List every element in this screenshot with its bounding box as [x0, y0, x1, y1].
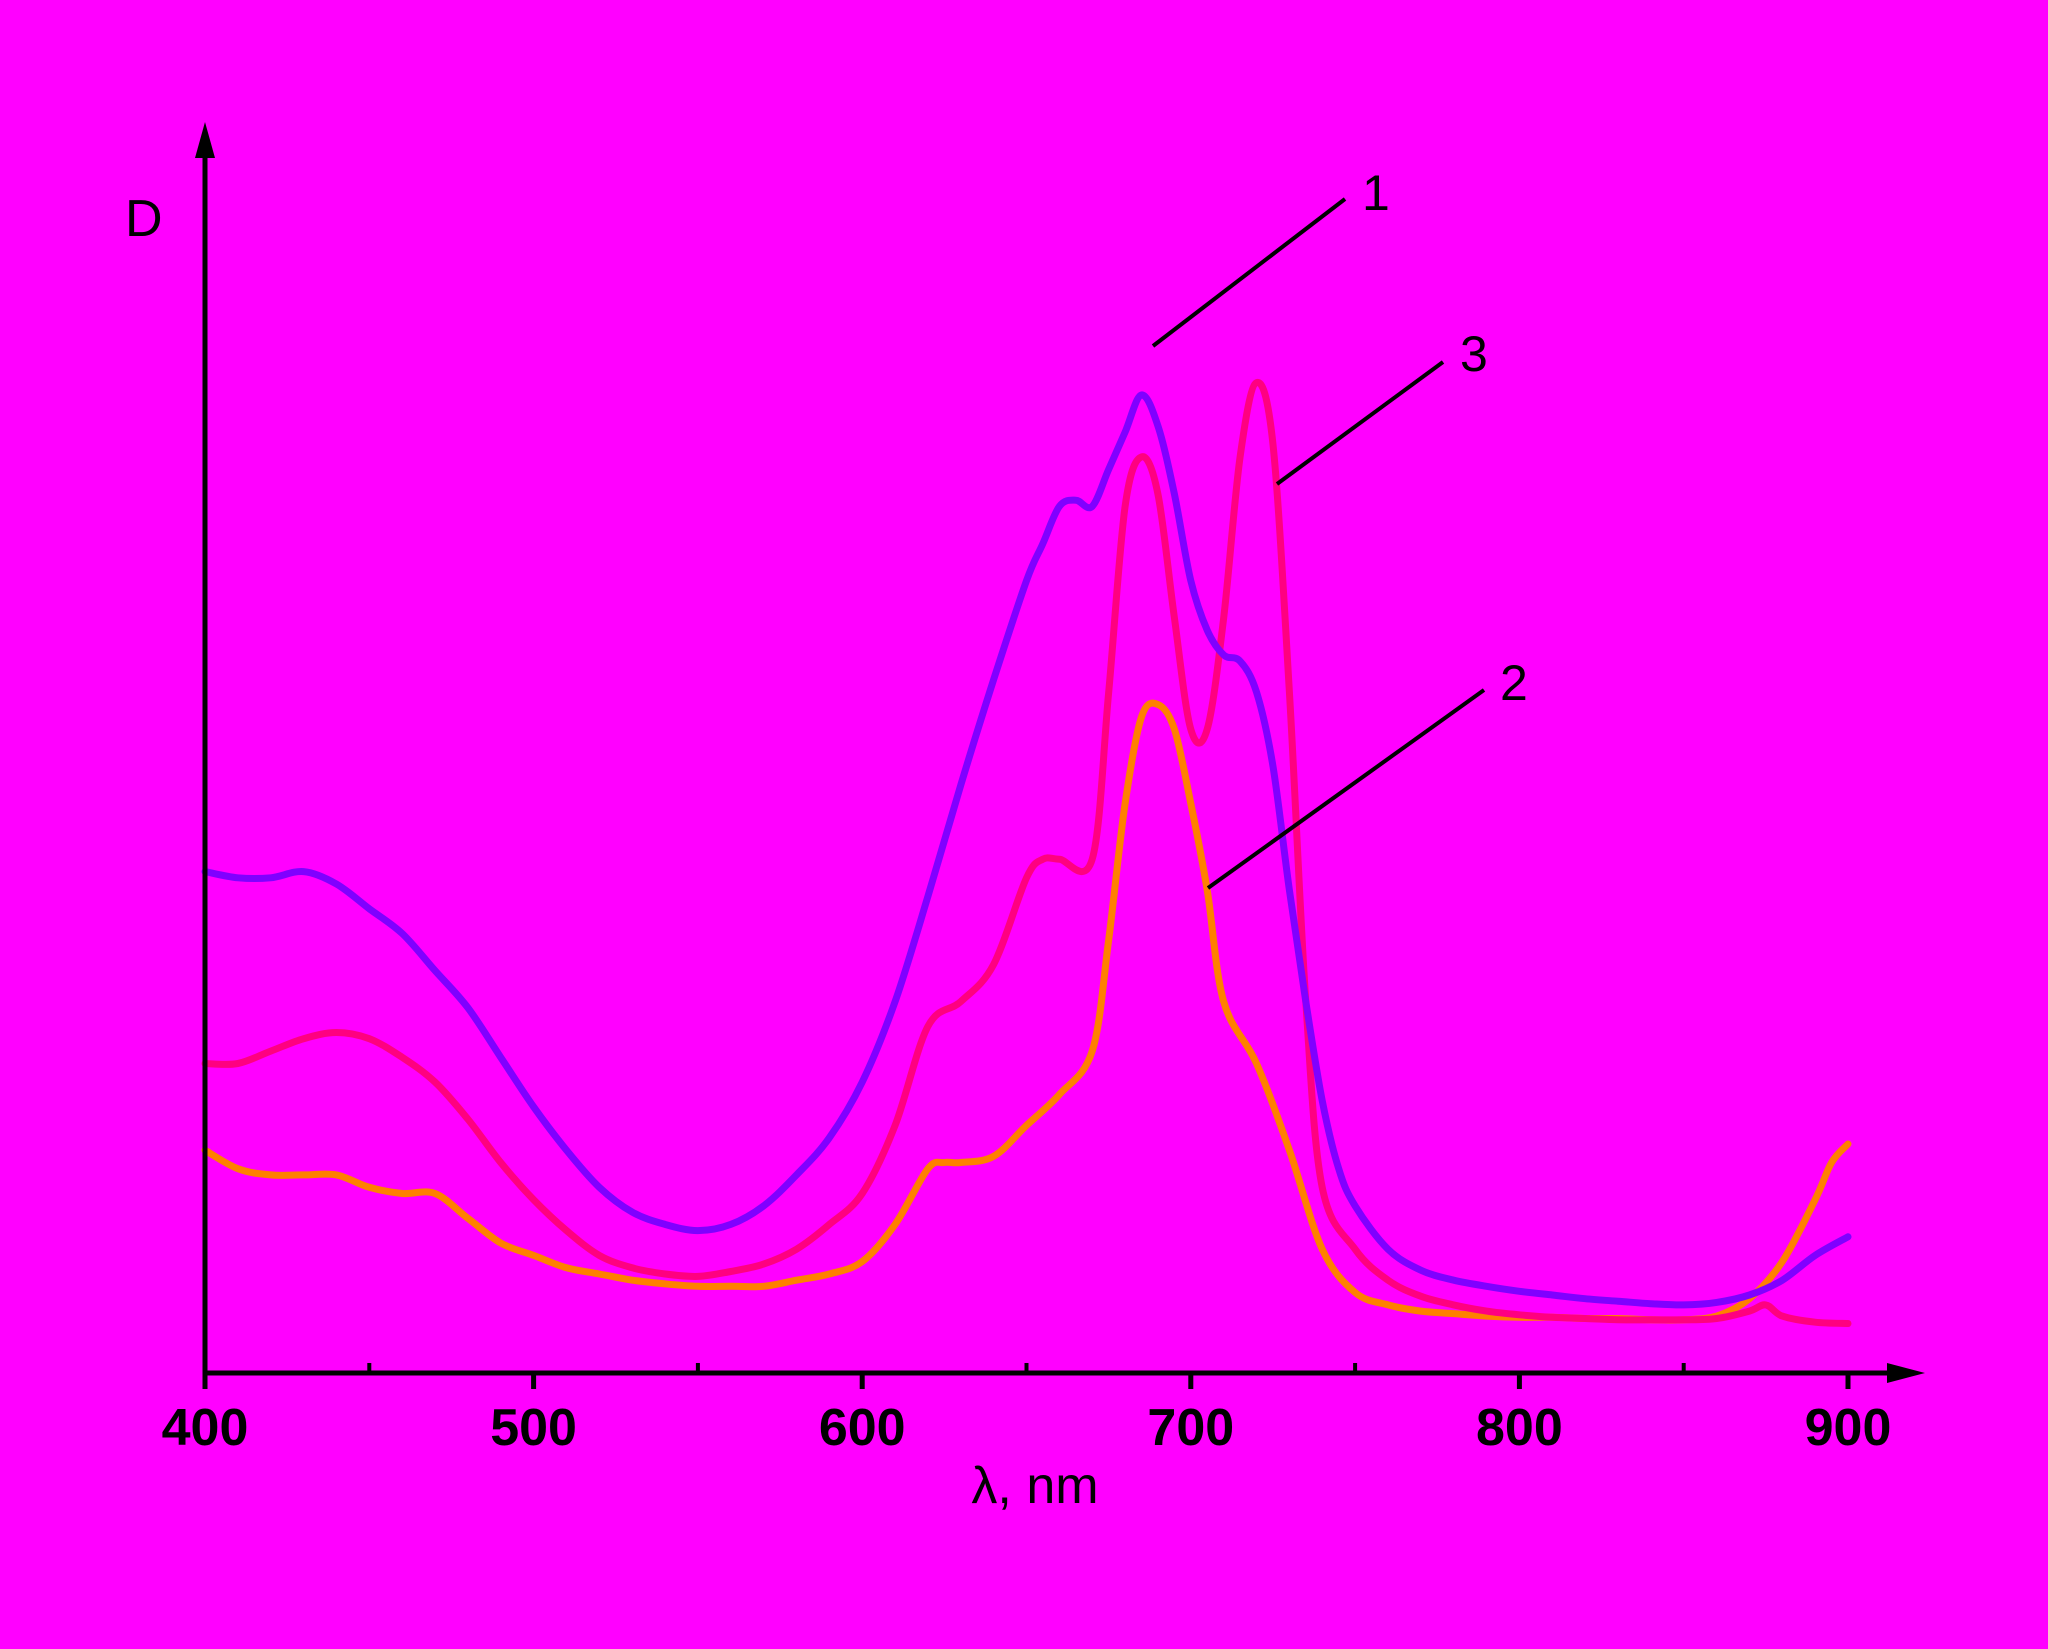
x-ticks — [202, 1363, 1851, 1389]
y-axis-arrow — [195, 122, 215, 158]
x-tick-label-500: 500 — [490, 1399, 577, 1457]
series-line-3 — [201, 378, 1852, 1327]
x-tick-label-800: 800 — [1476, 1399, 1563, 1457]
x-tick-label-900: 900 — [1805, 1399, 1892, 1457]
leader-line-3 — [1275, 360, 1445, 486]
x-tick-label-700: 700 — [1147, 1399, 1234, 1457]
series-line-2 — [201, 699, 1852, 1324]
x-tick-label-600: 600 — [819, 1399, 906, 1457]
curve-annotations: 1 3 2 — [1151, 165, 1528, 890]
x-tick-labels: 400 500 600 700 800 900 — [162, 1399, 1892, 1457]
y-axis-label: D — [125, 190, 163, 248]
curve-label-2: 2 — [1500, 655, 1528, 711]
curve-label-3: 3 — [1460, 326, 1488, 382]
x-axis-label: λ, nm — [971, 1457, 1098, 1515]
x-tick-label-400: 400 — [162, 1399, 249, 1457]
curve-label-1: 1 — [1362, 165, 1390, 221]
leader-line-2 — [1206, 688, 1486, 890]
leader-line-1 — [1151, 197, 1347, 348]
x-axis-arrow — [1887, 1363, 1925, 1383]
series-layer — [201, 378, 1852, 1327]
axes-layer: 400 500 600 700 800 900 — [162, 122, 1925, 1457]
series-line-1 — [201, 391, 1852, 1309]
